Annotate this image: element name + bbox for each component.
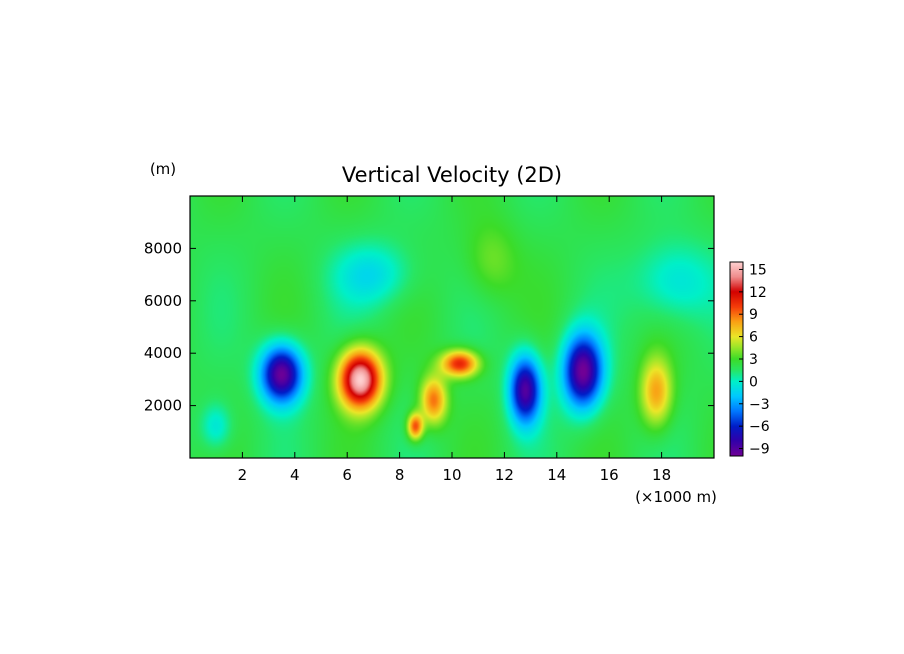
y-tick-label: 4000 xyxy=(144,344,182,362)
x-tick-label: 8 xyxy=(395,466,405,484)
y-axis-unit-label: (m) xyxy=(150,160,176,178)
y-tick-label: 2000 xyxy=(144,397,182,415)
colorbar-tick-label: 15 xyxy=(749,262,767,278)
x-tick-label: 10 xyxy=(442,466,461,484)
x-tick-label: 4 xyxy=(290,466,300,484)
x-tick-label: 2 xyxy=(238,466,248,484)
x-axis-unit-label: (×1000 m) xyxy=(635,488,717,506)
colorbar-ticks: 15 12 9 6 3 0 −3 −6 −9 xyxy=(739,262,770,458)
colorbar-tick-label: 3 xyxy=(749,352,758,368)
x-tick-label: 16 xyxy=(600,466,619,484)
heatmap-field xyxy=(189,195,715,459)
colorbar-gradient xyxy=(730,262,743,456)
velocity-field-canvas xyxy=(190,196,714,458)
y-tick-label: 8000 xyxy=(144,239,182,257)
x-tick-label: 18 xyxy=(652,466,671,484)
colorbar-tick-label: −6 xyxy=(749,419,770,435)
x-tick-label: 6 xyxy=(342,466,352,484)
y-tick-label: 6000 xyxy=(144,292,182,310)
chart-title: Vertical Velocity (2D) xyxy=(342,163,562,187)
x-tick-label: 12 xyxy=(495,466,514,484)
x-axis: 2 4 6 8 10 12 14 16 18 xyxy=(238,196,671,484)
y-axis: 2000 4000 6000 8000 xyxy=(144,239,714,415)
colorbar-tick-label: 9 xyxy=(749,307,758,323)
colorbar-tick-label: 0 xyxy=(749,374,758,390)
colorbar-tick-label: 12 xyxy=(749,285,767,301)
colorbar: 15 12 9 6 3 0 −3 −6 −9 xyxy=(729,261,770,458)
x-tick-label: 14 xyxy=(547,466,566,484)
colorbar-tick-label: −9 xyxy=(749,442,770,458)
colorbar-tick-label: −3 xyxy=(749,397,770,413)
colorbar-tick-label: 6 xyxy=(749,330,758,346)
